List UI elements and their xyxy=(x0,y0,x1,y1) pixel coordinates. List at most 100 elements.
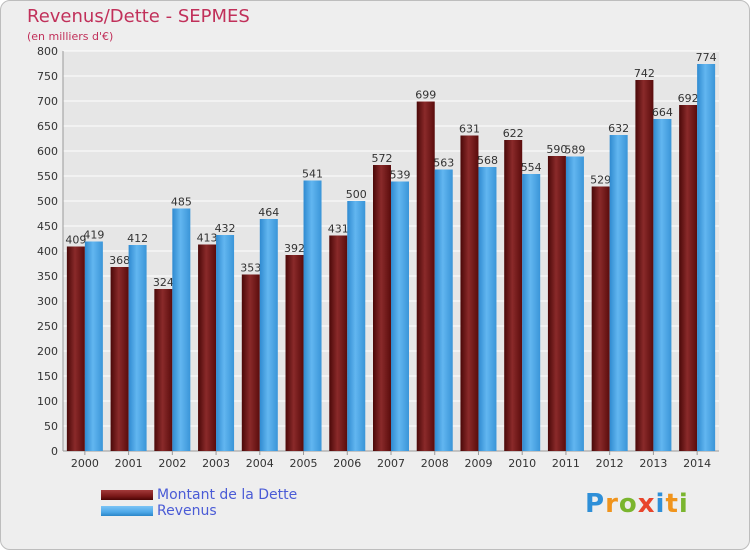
x-tick-label: 2000 xyxy=(71,457,99,470)
data-label: 500 xyxy=(346,188,367,201)
x-tick-label: 2010 xyxy=(508,457,536,470)
y-tick-label: 700 xyxy=(37,95,58,108)
y-tick-label: 300 xyxy=(37,295,58,308)
data-label: 392 xyxy=(284,242,305,255)
bar-revenus xyxy=(172,208,191,451)
x-tick-label: 2008 xyxy=(421,457,449,470)
data-label: 432 xyxy=(215,222,236,235)
x-tick-label: 2002 xyxy=(158,457,186,470)
data-label: 413 xyxy=(197,232,218,245)
y-tick-label: 800 xyxy=(37,45,58,58)
bar-revenus xyxy=(565,156,584,451)
data-label: 464 xyxy=(258,206,279,219)
bar-revenus xyxy=(303,180,322,451)
y-tick-label: 0 xyxy=(51,445,58,458)
legend-item-revenus: Revenus xyxy=(101,503,297,519)
y-tick-label: 750 xyxy=(37,70,58,83)
bar-dette xyxy=(504,140,523,451)
logo-letter: r xyxy=(605,489,619,519)
bar-revenus xyxy=(653,119,672,451)
y-tick-label: 650 xyxy=(37,120,58,133)
legend-swatch-revenus xyxy=(101,506,153,516)
logo-letter: i xyxy=(678,489,689,519)
data-label: 622 xyxy=(503,127,524,140)
data-label: 631 xyxy=(459,123,480,136)
bar-dette xyxy=(679,105,698,451)
data-label: 529 xyxy=(590,174,611,187)
bar-revenus xyxy=(216,235,235,451)
logo-letter: i xyxy=(655,489,666,519)
data-label: 541 xyxy=(302,168,323,181)
chart-subtitle: (en milliers d'€) xyxy=(27,30,114,43)
data-label: 554 xyxy=(521,161,542,174)
y-tick-label: 250 xyxy=(37,320,58,333)
logo-letter: t xyxy=(665,489,679,519)
x-tick-label: 2009 xyxy=(464,457,492,470)
logo-letter: o xyxy=(618,489,638,519)
x-tick-label: 2004 xyxy=(246,457,274,470)
bar-revenus xyxy=(434,169,453,451)
data-label: 742 xyxy=(634,67,655,80)
data-label: 664 xyxy=(652,106,673,119)
legend-label-dette: Montant de la Dette xyxy=(157,487,298,503)
data-label: 368 xyxy=(109,254,130,267)
y-tick-label: 200 xyxy=(37,345,58,358)
data-label: 431 xyxy=(328,223,349,236)
bar-dette xyxy=(635,80,654,451)
y-tick-label: 350 xyxy=(37,270,58,283)
y-tick-label: 500 xyxy=(37,195,58,208)
x-tick-label: 2005 xyxy=(290,457,318,470)
legend: Montant de la Dette Revenus xyxy=(101,487,297,519)
legend-item-dette: Montant de la Dette xyxy=(101,487,297,503)
bar-revenus xyxy=(347,201,366,451)
legend-swatch-dette xyxy=(101,490,153,500)
data-label: 590 xyxy=(546,143,567,156)
y-tick-label: 550 xyxy=(37,170,58,183)
bar-dette xyxy=(373,165,391,451)
bar-revenus xyxy=(697,64,716,451)
y-tick-label: 50 xyxy=(44,420,58,433)
data-label: 774 xyxy=(696,51,717,64)
logo-letter: x xyxy=(637,489,656,519)
data-label: 589 xyxy=(564,144,585,157)
bar-revenus xyxy=(84,241,103,451)
bar-dette xyxy=(241,274,260,451)
data-label: 699 xyxy=(415,89,436,102)
data-label: 412 xyxy=(127,232,148,245)
bar-dette xyxy=(110,267,129,451)
bar-revenus xyxy=(259,219,278,451)
bar-dette xyxy=(154,289,173,451)
bar-dette xyxy=(460,135,479,451)
bar-dette xyxy=(66,246,85,451)
bar-dette xyxy=(198,244,217,451)
y-tick-label: 400 xyxy=(37,245,58,258)
bar-dette xyxy=(329,235,348,451)
bar-revenus xyxy=(609,135,628,451)
bar-revenus xyxy=(128,245,147,451)
x-tick-label: 2014 xyxy=(683,457,711,470)
y-tick-label: 600 xyxy=(37,145,58,158)
bar-revenus xyxy=(478,167,497,451)
bar-dette xyxy=(591,186,610,451)
x-tick-label: 2011 xyxy=(552,457,580,470)
bar-dette xyxy=(547,156,566,451)
bar-revenus xyxy=(522,174,541,451)
bar-revenus xyxy=(391,181,409,451)
y-tick-label: 100 xyxy=(37,395,58,408)
y-tick-label: 450 xyxy=(37,220,58,233)
data-label: 353 xyxy=(240,262,261,275)
data-label: 632 xyxy=(608,122,629,135)
data-label: 485 xyxy=(171,196,192,209)
data-label: 692 xyxy=(678,92,699,105)
bar-dette xyxy=(416,101,435,451)
legend-label-revenus: Revenus xyxy=(157,503,217,519)
logo-letter: P xyxy=(585,489,606,519)
bar-dette xyxy=(285,255,304,451)
y-tick-label: 150 xyxy=(37,370,58,383)
x-tick-label: 2007 xyxy=(377,457,405,470)
data-label: 539 xyxy=(390,169,411,182)
x-tick-label: 2012 xyxy=(596,457,624,470)
data-label: 568 xyxy=(477,154,498,167)
